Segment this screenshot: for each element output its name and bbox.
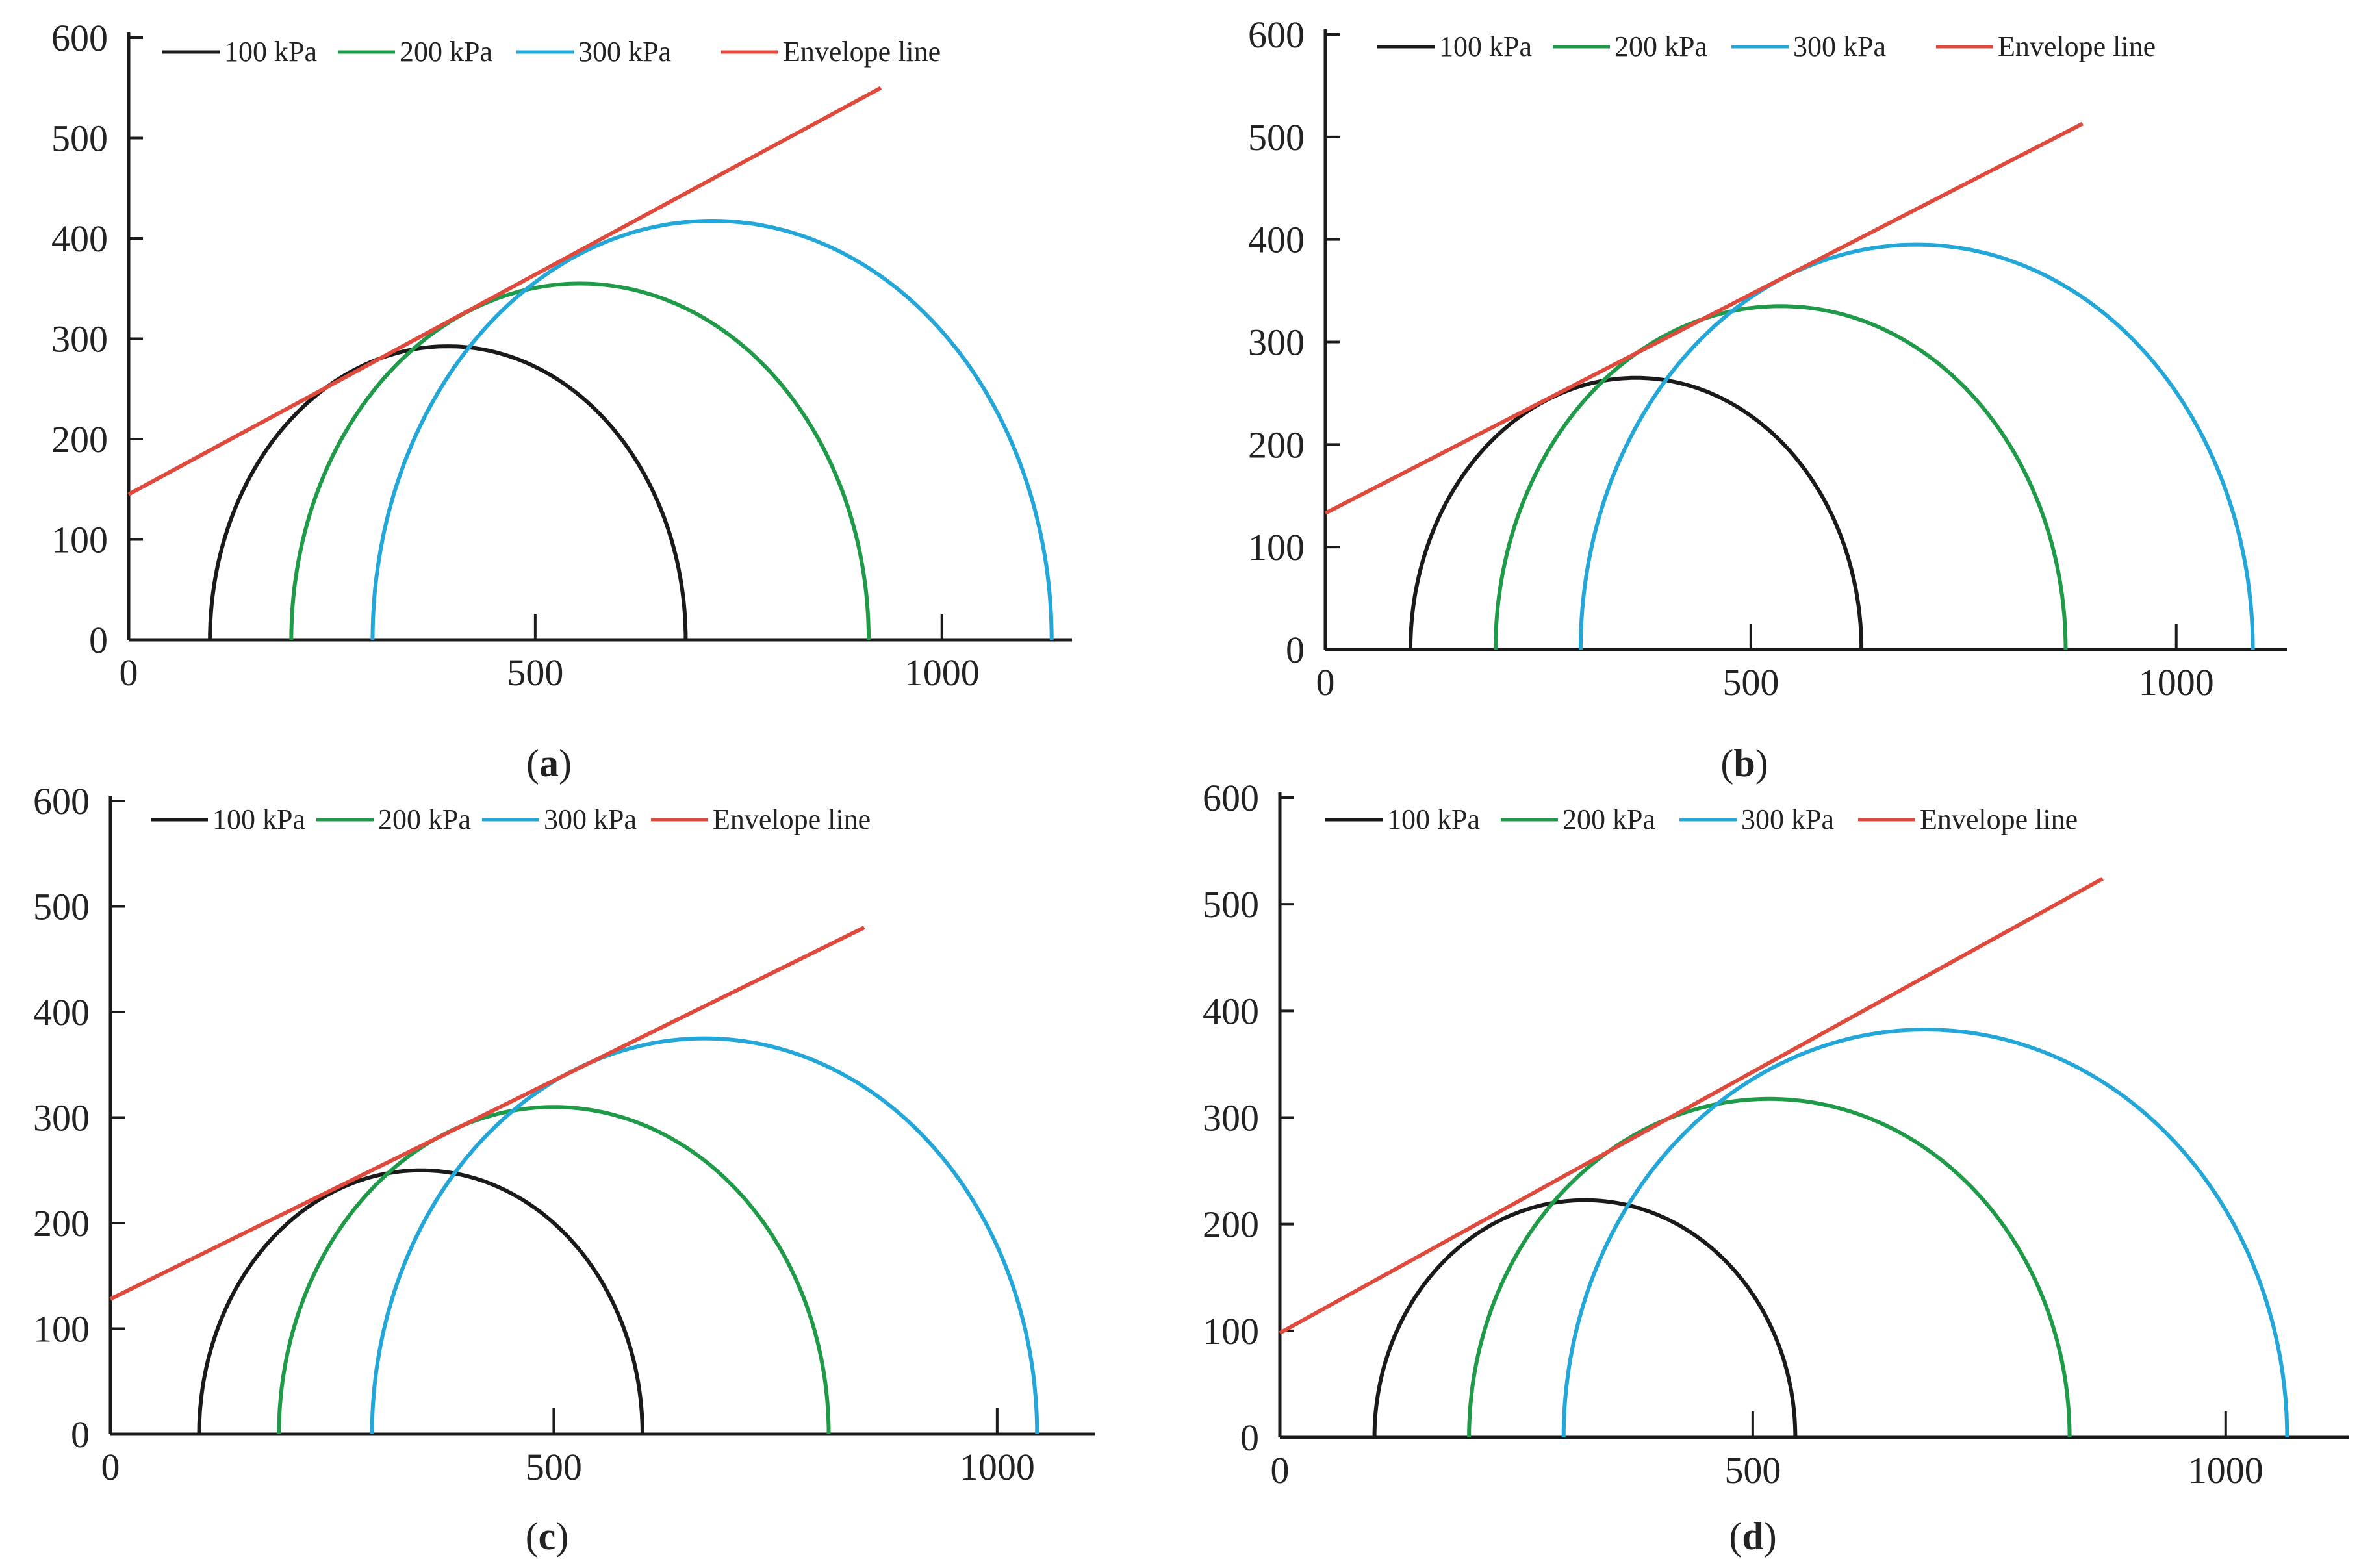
mohr-circle-300-kpa: [370, 218, 1054, 640]
mohr-circle-200-kpa: [1493, 304, 2068, 650]
legend-label: Envelope line: [783, 36, 941, 68]
envelope-line: [127, 86, 882, 496]
y-tick-label: 500: [1248, 116, 1305, 158]
x-tick-label: 1000: [2139, 661, 2214, 703]
mohr-circle-100-kpa: [197, 1168, 644, 1435]
legend-label: 200 kPa: [378, 803, 471, 835]
y-tick-label: 600: [1248, 14, 1305, 56]
y-tick-label: 400: [1203, 990, 1259, 1032]
y-tick-label: 500: [33, 886, 90, 928]
chart-panel-b: 0 100 200 300 400 500 600 0 500 1000 100 kPa 200 kP…: [1248, 14, 2287, 785]
legend-label: 100 kPa: [224, 36, 317, 68]
legend-label: 100 kPa: [1387, 803, 1480, 835]
panel-label: (a): [526, 742, 572, 785]
y-tick-label: 100: [33, 1308, 90, 1350]
legend-label: Envelope line: [713, 803, 871, 835]
x-tick-label: 500: [526, 1446, 582, 1488]
x-tick-label: 0: [120, 651, 138, 694]
y-tick-label: 500: [1203, 883, 1259, 926]
envelope-line: [1324, 121, 2084, 515]
mohr-circle-100-kpa: [208, 344, 688, 640]
panel-label: (c): [526, 1515, 569, 1558]
y-tick-label: 600: [51, 17, 108, 59]
legend-label: 300 kPa: [578, 36, 671, 68]
panel-label: (d): [1729, 1515, 1776, 1558]
x-tick-label: 500: [1724, 1449, 1781, 1491]
y-tick-label: 0: [1286, 629, 1305, 671]
mohr-circle-200-kpa: [289, 281, 871, 640]
legend-label: 200 kPa: [400, 36, 492, 68]
legend-label: 300 kPa: [1741, 803, 1834, 835]
y-tick-label: 0: [89, 619, 108, 661]
x-tick-label: 500: [507, 651, 563, 694]
y-tick-label: 100: [1203, 1310, 1259, 1352]
y-tick-label: 600: [1203, 777, 1259, 819]
mohr-circle-300-kpa: [1578, 242, 2255, 650]
envelope-line: [109, 926, 865, 1301]
legend-label: 300 kPa: [1793, 31, 1886, 62]
y-tick-label: 400: [1248, 219, 1305, 261]
y-tick-label: 100: [51, 519, 108, 561]
x-tick-label: 1000: [960, 1446, 1035, 1488]
panel-label: (b): [1720, 742, 1768, 785]
legend-label: 100 kPa: [1439, 31, 1532, 62]
y-tick-label: 300: [51, 318, 108, 360]
x-tick-label: 0: [1271, 1449, 1290, 1491]
chart-panel-d: 0 100 200 300 400 500 600 0 500 1000 100 kPa 200 kP…: [1203, 777, 2349, 1558]
y-tick-label: 600: [33, 780, 90, 822]
legend-label: Envelope line: [1998, 31, 2156, 62]
legend-label: 300 kPa: [544, 803, 637, 835]
y-tick-label: 0: [1240, 1417, 1259, 1459]
legend-label: Envelope line: [1920, 803, 2078, 835]
y-tick-label: 500: [51, 118, 108, 160]
mohr-circle-200-kpa: [277, 1105, 831, 1435]
envelope-line: [1279, 877, 2104, 1335]
y-tick-label: 0: [71, 1413, 90, 1456]
y-tick-label: 100: [1248, 526, 1305, 568]
y-tick-label: 300: [1248, 322, 1305, 364]
mohr-circle-200-kpa: [1467, 1096, 2072, 1438]
x-tick-label: 1000: [904, 651, 980, 694]
x-tick-label: 1000: [2188, 1449, 2263, 1491]
mohr-circle-100-kpa: [1372, 1198, 1798, 1438]
y-tick-label: 200: [33, 1202, 90, 1245]
legend-label: 100 kPa: [212, 803, 305, 835]
mohr-circle-300-kpa: [370, 1036, 1039, 1435]
y-tick-label: 400: [33, 991, 90, 1033]
y-tick-label: 200: [1203, 1204, 1259, 1246]
legend-label: 200 kPa: [1614, 31, 1707, 62]
chart-panel-a: 0 100 200 300 400 500 600 0 500 1000 100 kPa 200 kP…: [51, 17, 1072, 785]
mohr-circle-100-kpa: [1409, 375, 1864, 650]
y-tick-label: 300: [1203, 1097, 1259, 1139]
legend-label: 200 kPa: [1562, 803, 1655, 835]
y-tick-label: 300: [33, 1097, 90, 1139]
y-tick-label: 200: [51, 418, 108, 461]
x-tick-label: 500: [1722, 661, 1779, 703]
mohr-circle-300-kpa: [1561, 1028, 2289, 1438]
x-tick-label: 0: [101, 1446, 120, 1488]
y-tick-label: 200: [1248, 424, 1305, 466]
y-tick-label: 400: [51, 218, 108, 260]
x-tick-label: 0: [1316, 661, 1335, 703]
chart-panel-c: 0 100 200 300 400 500 600 0 500 1000 100 kPa 200 kP…: [33, 780, 1095, 1558]
